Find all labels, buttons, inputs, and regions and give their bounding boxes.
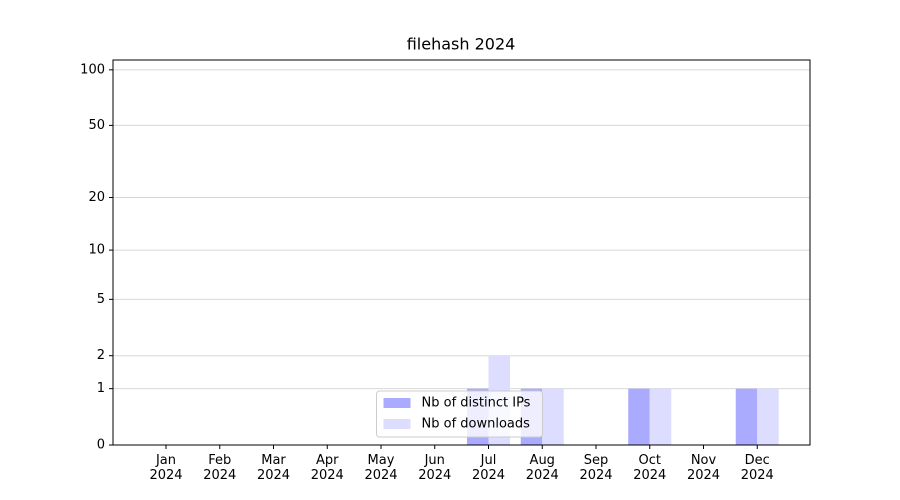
bar [649, 388, 672, 445]
y-tick-label: 100 [80, 62, 105, 77]
y-tick-label: 50 [88, 118, 105, 133]
x-tick-label: Dec 2024 [740, 453, 774, 483]
x-tick-label: Apr 2024 [310, 453, 344, 483]
y-tick-label: 10 [88, 243, 105, 258]
x-tick-label: Nov 2024 [686, 453, 721, 483]
legend-box [376, 390, 543, 438]
x-tick-label: Jun 2024 [418, 453, 452, 483]
x-tick-label: Mar 2024 [256, 453, 291, 483]
y-tick-label: 20 [88, 190, 105, 205]
y-tick-label: 0 [97, 438, 105, 453]
x-tick-label: Feb 2024 [203, 453, 237, 483]
plot-frame [112, 59, 811, 446]
x-tick-label: Sep 2024 [579, 453, 613, 483]
legend-swatch [383, 419, 411, 429]
legend: Nb of distinct IPs Nb of downloads [376, 390, 543, 438]
chart-title: filehash 2024 [407, 35, 516, 54]
legend-swatch [383, 398, 411, 408]
bar [735, 388, 758, 445]
bar [757, 388, 779, 445]
x-tick-label: Aug 2024 [525, 453, 559, 483]
legend-label: Nb of downloads [422, 417, 531, 432]
x-tick-label: Jan 2024 [149, 453, 183, 483]
bar [628, 388, 650, 445]
y-tick-label: 5 [97, 292, 105, 307]
y-tick-label: 1 [97, 381, 105, 396]
bar [542, 388, 564, 445]
x-tick-label: Oct 2024 [633, 453, 667, 483]
x-tick-label: May 2024 [364, 453, 398, 483]
x-tick-label: Jul 2024 [471, 453, 506, 483]
legend-label: Nb of distinct IPs [422, 396, 531, 411]
y-tick-label: 2 [97, 348, 105, 363]
